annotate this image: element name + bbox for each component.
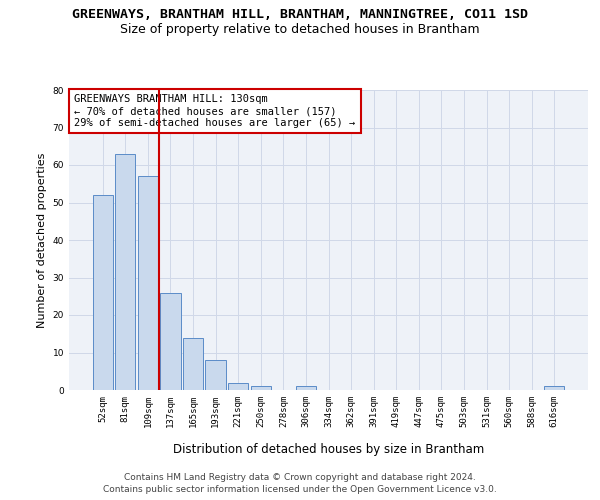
Bar bbox=[92, 195, 113, 390]
Text: Size of property relative to detached houses in Brantham: Size of property relative to detached ho… bbox=[120, 22, 480, 36]
Bar bbox=[228, 382, 248, 390]
Bar bbox=[544, 386, 565, 390]
Bar bbox=[160, 292, 181, 390]
Text: GREENWAYS BRANTHAM HILL: 130sqm
← 70% of detached houses are smaller (157)
29% o: GREENWAYS BRANTHAM HILL: 130sqm ← 70% of… bbox=[74, 94, 355, 128]
Bar bbox=[115, 154, 136, 390]
Bar bbox=[251, 386, 271, 390]
Bar bbox=[138, 176, 158, 390]
Text: Distribution of detached houses by size in Brantham: Distribution of detached houses by size … bbox=[173, 442, 484, 456]
Bar bbox=[296, 386, 316, 390]
Y-axis label: Number of detached properties: Number of detached properties bbox=[37, 152, 47, 328]
Text: Contains public sector information licensed under the Open Government Licence v3: Contains public sector information licen… bbox=[103, 485, 497, 494]
Bar bbox=[205, 360, 226, 390]
Bar bbox=[183, 338, 203, 390]
Text: Contains HM Land Registry data © Crown copyright and database right 2024.: Contains HM Land Registry data © Crown c… bbox=[124, 472, 476, 482]
Text: GREENWAYS, BRANTHAM HILL, BRANTHAM, MANNINGTREE, CO11 1SD: GREENWAYS, BRANTHAM HILL, BRANTHAM, MANN… bbox=[72, 8, 528, 20]
